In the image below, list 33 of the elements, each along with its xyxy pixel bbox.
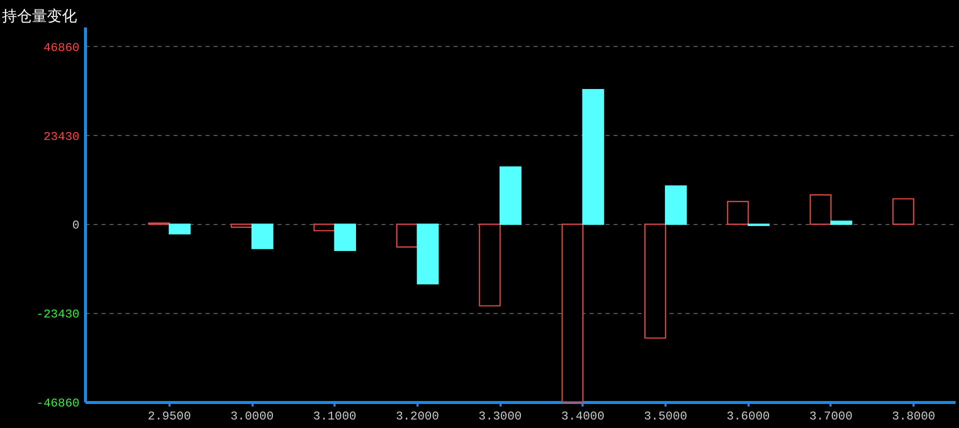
x-tick-label: 3.0000: [230, 410, 274, 424]
bar: [230, 224, 253, 228]
y-tick-label: -23430: [36, 308, 80, 322]
bar: [892, 198, 914, 225]
bar: [562, 224, 584, 403]
x-tick-label: 3.8000: [892, 410, 936, 424]
bar: [582, 88, 604, 225]
bar: [500, 166, 522, 225]
x-tick-label: 3.6000: [726, 410, 770, 424]
x-tick-label: 3.1000: [313, 410, 356, 424]
bar: [644, 224, 666, 339]
bar: [334, 224, 356, 252]
chart-title: 持仓量变化: [2, 7, 77, 25]
bar: [810, 194, 832, 225]
y-tick-label: -46860: [36, 396, 80, 410]
bar: [726, 200, 749, 225]
bar: [478, 224, 501, 306]
x-tick-label: 2.9500: [148, 410, 191, 424]
bar: [664, 185, 687, 225]
x-tick-label: 3.5000: [644, 410, 688, 424]
y-tick-label: 23430: [43, 130, 80, 144]
y-tick-label: 0: [72, 218, 80, 233]
bar: [313, 224, 336, 232]
y-tick-label: 46860: [43, 40, 80, 55]
bar: [416, 224, 439, 284]
x-tick-label: 3.4000: [561, 410, 604, 424]
x-tick-label: 3.7000: [809, 410, 853, 424]
x-tick-label: 3.3000: [478, 410, 522, 424]
bar: [168, 224, 191, 234]
bar: [830, 220, 852, 225]
bar: [251, 224, 274, 250]
bar: [396, 224, 418, 248]
x-tick-label: 3.2000: [396, 410, 440, 424]
